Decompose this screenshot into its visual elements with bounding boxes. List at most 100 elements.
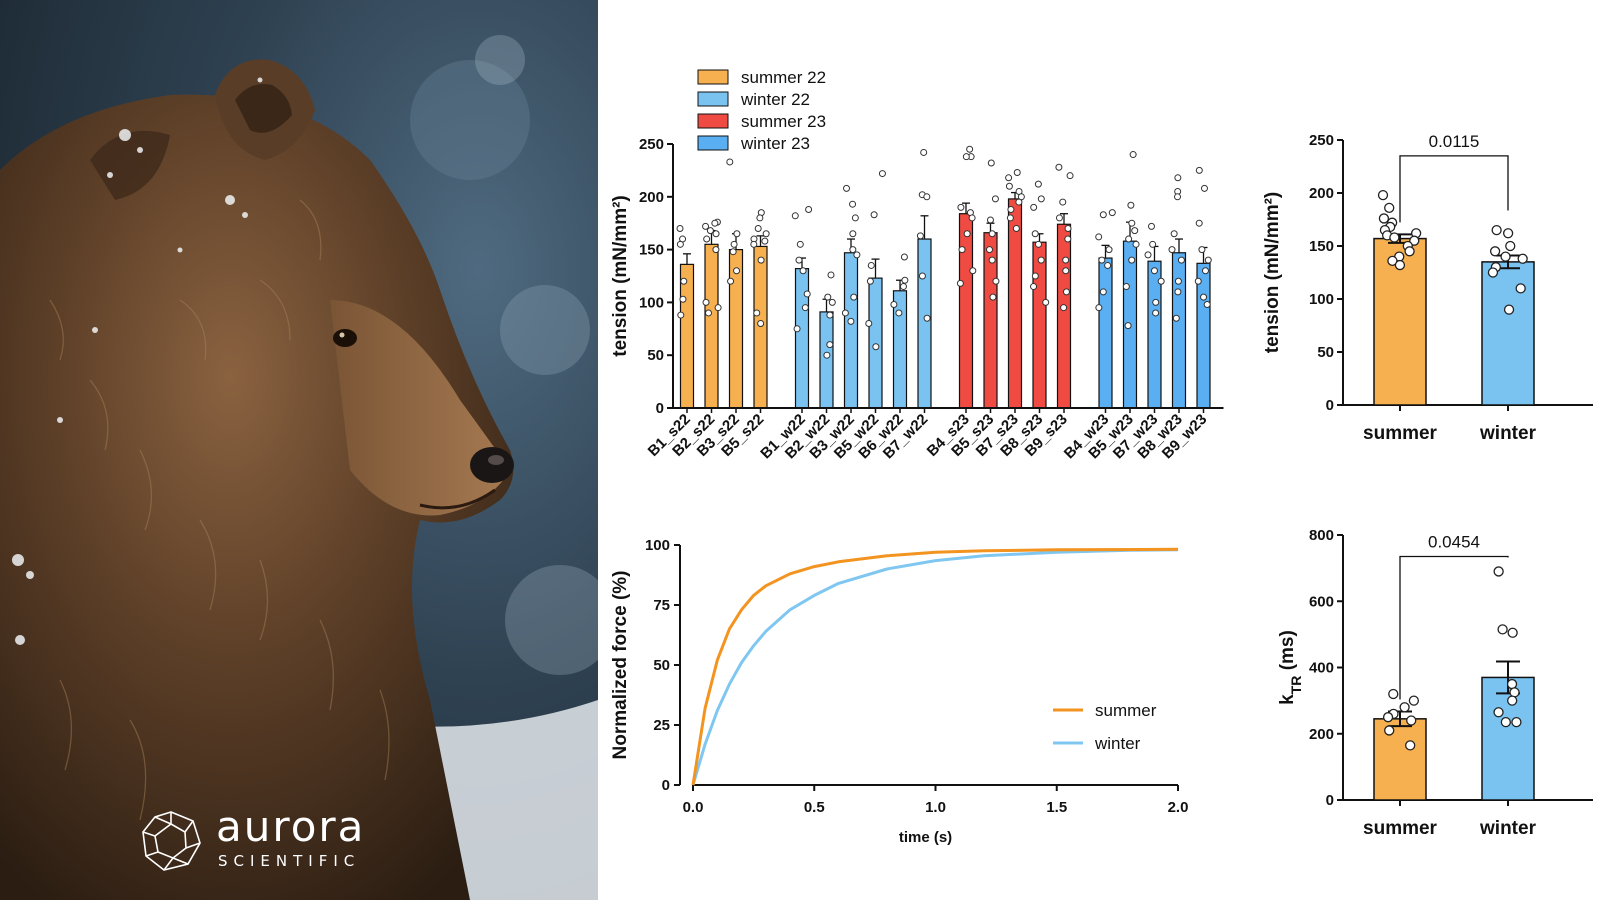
legend-label: summer 22	[741, 68, 826, 87]
data-point	[1099, 288, 1107, 296]
x-tick-label: 2.0	[1168, 799, 1189, 816]
bar-B4_w23	[1098, 257, 1113, 409]
aurora-logo-icon	[142, 811, 201, 871]
data-point	[1125, 235, 1133, 243]
data-point	[711, 219, 719, 227]
data-point	[1098, 256, 1106, 264]
data-point	[733, 267, 741, 275]
p-value-label: 0.0454	[1428, 533, 1480, 552]
data-point	[1493, 566, 1504, 577]
y-tick-label: 0	[656, 400, 664, 417]
data-point	[1487, 267, 1499, 278]
data-point	[1013, 169, 1021, 177]
per-animal-tension-chart: summer 22 winter 22 summer 23 winter 23 tens…	[598, 60, 1238, 480]
data-point	[702, 298, 710, 306]
legend-label: summer 23	[741, 112, 826, 131]
data-point	[1152, 309, 1160, 317]
data-point	[733, 230, 741, 238]
data-point	[729, 248, 737, 256]
data-point	[899, 283, 907, 291]
bar-B8_w23	[1171, 252, 1187, 409]
data-point	[1037, 195, 1045, 203]
data-point	[1031, 272, 1039, 280]
data-point	[1149, 240, 1157, 248]
y-tick-label: 0	[1326, 792, 1334, 809]
data-point	[1509, 687, 1520, 698]
y-tick-label: 50	[1317, 344, 1334, 361]
legend-label-winter: winter	[1094, 734, 1141, 753]
data-point	[1108, 209, 1116, 217]
data-point	[1059, 198, 1067, 206]
force-redevelopment-chart: Normalized force (%) 0 25 50 75 100 0.0 0.5 1.0 1…	[598, 520, 1238, 860]
data-point	[1035, 240, 1043, 248]
line-summer	[691, 547, 1179, 786]
data-point	[756, 214, 764, 222]
season-tension-svg: tension (mN/mm²) 0 50 100 150 200 250 summer win…	[1262, 132, 1593, 444]
y-axis-label-sub: TR	[1288, 676, 1304, 695]
data-point	[795, 256, 803, 264]
data-point	[703, 235, 711, 243]
y-tick-label: 150	[639, 242, 664, 259]
data-point	[1200, 293, 1208, 301]
data-point	[1409, 235, 1420, 246]
y-tick-label: 100	[639, 294, 664, 311]
y-axis-label-main: k	[1277, 694, 1298, 705]
bar-summer	[1373, 718, 1427, 801]
data-point	[1170, 230, 1178, 238]
x-tick-label: 1.0	[925, 799, 946, 816]
bar-B3_w22	[843, 252, 859, 409]
data-point	[1066, 172, 1074, 180]
data-point	[1012, 224, 1020, 232]
data-point	[1195, 219, 1203, 227]
data-point	[849, 246, 857, 254]
data-point	[726, 158, 734, 166]
data-point	[1377, 189, 1389, 201]
data-point	[1517, 253, 1528, 264]
data-point	[762, 230, 770, 238]
data-point	[1152, 298, 1160, 306]
data-point	[827, 271, 835, 279]
data-point	[867, 261, 875, 269]
legend-label: winter 22	[740, 90, 810, 109]
data-point	[1128, 256, 1136, 264]
data-point	[1037, 256, 1045, 264]
data-point	[1387, 255, 1398, 266]
data-point	[870, 211, 878, 219]
data-point	[991, 195, 999, 203]
y-tick-label: 25	[653, 717, 670, 734]
data-point	[1505, 240, 1516, 252]
y-axis-label-unit: (ms)	[1277, 630, 1298, 675]
data-point	[805, 205, 813, 213]
data-point	[963, 230, 971, 238]
data-point	[1095, 233, 1103, 241]
bar-B7_w22	[917, 238, 932, 409]
data-point	[849, 200, 857, 208]
bar-B9_w23	[1196, 262, 1211, 409]
y-axis-label: Normalized force (%)	[610, 571, 631, 760]
x-tick-label-summer: summer	[1363, 818, 1438, 839]
data-point	[796, 240, 804, 248]
data-point	[847, 317, 855, 325]
data-point	[1055, 163, 1063, 171]
data-point	[826, 341, 834, 349]
data-point	[1382, 712, 1394, 723]
data-point	[923, 193, 931, 201]
legend-swatch	[697, 135, 729, 151]
data-point	[1200, 184, 1208, 192]
data-point	[803, 290, 811, 298]
y-axis-label: tension (mN/mm²)	[610, 195, 631, 357]
data-point	[761, 237, 769, 245]
force-redevelopment-svg: Normalized force (%) 0 25 50 75 100 0.0 0.5 1.0 1…	[610, 537, 1189, 846]
bar-winter	[1481, 261, 1535, 406]
data-point	[1150, 267, 1158, 275]
data-point	[1030, 203, 1038, 211]
y-axis-label: tension (mN/mm²)	[1262, 192, 1283, 354]
x-tick-label: 0.5	[804, 799, 825, 816]
data-point	[1129, 151, 1137, 159]
data-point	[1405, 740, 1416, 751]
season-tension-chart: tension (mN/mm²) 0 50 100 150 200 250 summer win…	[1248, 120, 1600, 460]
y-tick-label: 250	[639, 136, 664, 153]
data-point	[841, 309, 849, 317]
data-point	[1042, 298, 1050, 306]
data-point	[1174, 288, 1182, 296]
